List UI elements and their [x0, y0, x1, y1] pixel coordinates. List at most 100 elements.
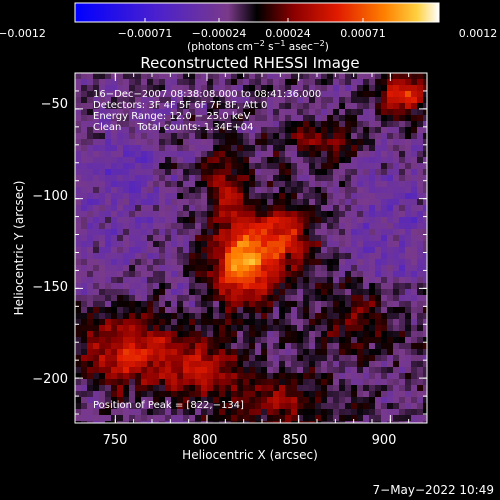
image-pixel [135, 373, 142, 380]
image-pixel [141, 157, 148, 164]
image-pixel [387, 325, 394, 332]
image-pixel [303, 121, 310, 128]
image-pixel [297, 205, 304, 212]
image-pixel [285, 283, 292, 290]
image-pixel [225, 421, 232, 423]
image-pixel [195, 415, 202, 422]
image-pixel [147, 217, 154, 224]
image-pixel [165, 73, 172, 80]
image-pixel [147, 211, 154, 218]
image-pixel [75, 175, 82, 182]
image-pixel [141, 91, 148, 98]
image-pixel [285, 103, 292, 110]
image-pixel [309, 271, 316, 278]
image-pixel [297, 169, 304, 176]
image-pixel [171, 421, 178, 423]
image-pixel [129, 313, 136, 320]
image-pixel [363, 229, 370, 236]
image-pixel [159, 319, 166, 326]
image-pixel [327, 295, 334, 302]
image-pixel [399, 121, 406, 128]
image-pixel [165, 361, 172, 368]
image-pixel [357, 175, 364, 182]
image-pixel [243, 355, 250, 362]
image-pixel [327, 277, 334, 284]
image-pixel [93, 391, 100, 398]
image-pixel [135, 163, 142, 170]
image-pixel [249, 205, 256, 212]
colorbar-tick-label: 0.0012 [459, 27, 498, 40]
image-pixel [225, 241, 232, 248]
image-pixel [237, 109, 244, 116]
image-pixel [351, 421, 358, 423]
image-pixel [261, 361, 268, 368]
image-pixel [123, 259, 130, 266]
image-pixel [159, 133, 166, 140]
image-pixel [291, 193, 298, 200]
image-pixel [321, 283, 328, 290]
image-pixel [375, 265, 382, 272]
image-pixel [411, 97, 418, 104]
image-pixel [105, 193, 112, 200]
image-pixel [333, 211, 340, 218]
image-pixel [327, 349, 334, 356]
image-pixel [321, 373, 328, 380]
image-pixel [141, 133, 148, 140]
image-pixel [309, 115, 316, 122]
image-pixel [291, 121, 298, 128]
image-pixel [255, 265, 262, 272]
image-pixel [375, 379, 382, 386]
image-pixel [231, 133, 238, 140]
image-pixel [165, 295, 172, 302]
image-pixel [87, 361, 94, 368]
image-pixel [321, 103, 328, 110]
image-pixel [201, 121, 208, 128]
image-pixel [399, 169, 406, 176]
image-pixel [279, 289, 286, 296]
image-pixel [345, 151, 352, 158]
image-pixel [357, 151, 364, 158]
image-pixel [81, 367, 88, 374]
image-pixel [141, 85, 148, 92]
image-pixel [201, 331, 208, 338]
image-pixel [153, 85, 160, 92]
image-pixel [321, 403, 328, 410]
image-pixel [219, 289, 226, 296]
image-pixel [411, 175, 418, 182]
image-pixel [399, 403, 406, 410]
image-pixel [345, 289, 352, 296]
image-pixel [219, 223, 226, 230]
image-pixel [267, 193, 274, 200]
image-pixel [405, 409, 412, 416]
image-pixel [423, 79, 427, 86]
image-pixel [87, 421, 94, 423]
image-pixel [405, 145, 412, 152]
image-pixel [255, 235, 262, 242]
image-pixel [135, 337, 142, 344]
image-pixel [369, 289, 376, 296]
image-pixel [225, 379, 232, 386]
image-pixel [213, 103, 220, 110]
image-pixel [387, 145, 394, 152]
image-pixel [117, 361, 124, 368]
image-pixel [243, 145, 250, 152]
image-pixel [357, 259, 364, 266]
image-pixel [99, 319, 106, 326]
image-pixel [189, 85, 196, 92]
image-pixel [159, 415, 166, 422]
image-pixel [261, 295, 268, 302]
image-pixel [315, 247, 322, 254]
image-pixel [423, 415, 427, 422]
image-pixel [237, 127, 244, 134]
image-pixel [381, 199, 388, 206]
image-pixel [279, 181, 286, 188]
image-pixel [189, 367, 196, 374]
image-pixel [357, 355, 364, 362]
image-pixel [321, 379, 328, 386]
image-pixel [363, 397, 370, 404]
image-pixel [81, 73, 88, 80]
image-pixel [75, 121, 82, 128]
image-pixel [237, 265, 244, 272]
image-pixel [207, 187, 214, 194]
image-pixel [129, 115, 136, 122]
